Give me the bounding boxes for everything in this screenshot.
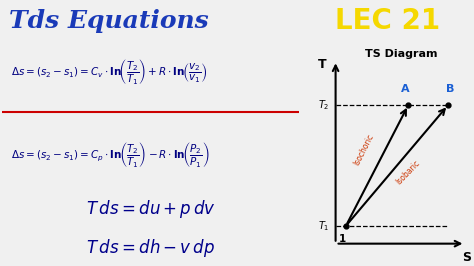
Text: $\Delta s = (s_2 - s_1) = C_v \cdot \mathbf{ln}\!\left(\dfrac{T_2}{T_1}\right) +: $\Delta s = (s_2 - s_1) = C_v \cdot \mat… <box>11 57 208 86</box>
Text: TS Diagram: TS Diagram <box>365 49 438 59</box>
Text: $T_1$: $T_1$ <box>318 219 329 233</box>
Text: B: B <box>446 85 454 94</box>
Text: T: T <box>318 59 326 71</box>
Text: Isobaric: Isobaric <box>394 158 422 186</box>
Text: S: S <box>463 251 472 264</box>
Text: $T\,ds = du + p\,dv$: $T\,ds = du + p\,dv$ <box>86 198 215 219</box>
Text: $T_2$: $T_2$ <box>318 98 329 112</box>
Text: $T\,ds = dh - v\,dp$: $T\,ds = dh - v\,dp$ <box>86 238 215 259</box>
Text: Tds Equations: Tds Equations <box>9 9 209 33</box>
Text: Isochoric: Isochoric <box>352 132 375 167</box>
Text: A: A <box>401 85 409 94</box>
Text: 1: 1 <box>339 234 346 244</box>
Text: $\Delta s = (s_2 - s_1) = C_p \cdot \mathbf{ln}\!\left(\dfrac{T_2}{T_1}\right) -: $\Delta s = (s_2 - s_1) = C_p \cdot \mat… <box>11 140 210 169</box>
Text: LEC 21: LEC 21 <box>335 7 440 35</box>
